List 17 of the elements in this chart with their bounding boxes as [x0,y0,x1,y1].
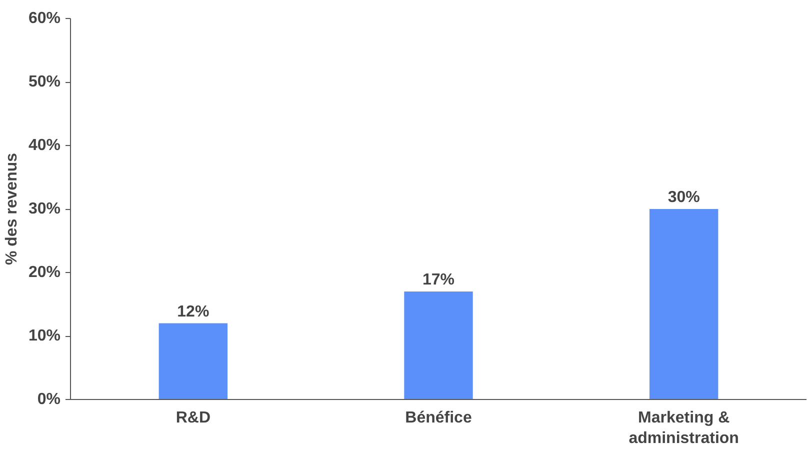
bar [404,292,473,400]
x-tick-label: R&D [176,410,211,426]
data-label: 17% [422,272,455,289]
x-tick-label: Marketing & administration [628,410,739,447]
y-tick-label: 30% [28,200,61,218]
y-axis-title: % des revenus [3,152,20,266]
x-tick-label: Bénéfice [405,410,472,426]
y-tick-label: 20% [28,264,61,281]
data-label: 30% [668,189,700,206]
y-tick-label: 0% [37,391,60,408]
y-tick-label: 60% [28,10,61,27]
y-tick-label: 10% [28,328,61,344]
y-tick-label: 50% [28,74,61,90]
data-label: 12% [177,303,210,320]
y-tick-label: 40% [28,137,61,154]
bar [158,323,228,400]
bar [649,209,718,400]
